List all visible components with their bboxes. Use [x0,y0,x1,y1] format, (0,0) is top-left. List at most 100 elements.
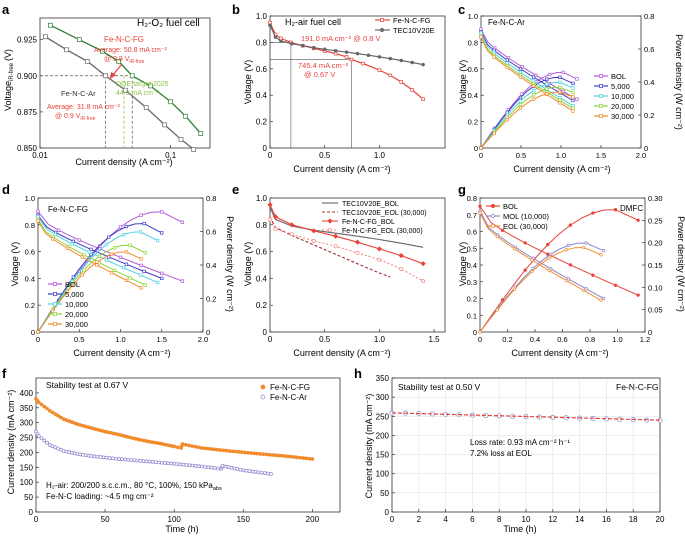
panel-b-point [410,88,414,92]
panel-f-point [209,465,214,470]
panel-b-point [333,48,338,53]
panel-e-ytick-label: 0.8 [256,221,268,230]
panel-g-point [613,283,618,287]
panel-g-point [549,252,553,256]
panel-h-ytick-label: 150 [376,451,390,460]
panel-f-point [236,449,241,454]
panel-f-point [212,466,217,470]
panel-a-arrow-head [110,72,116,79]
panel-f-point [252,451,256,456]
panel-d-point [97,254,101,258]
panel-c-y2tick-label: 0.6 [644,45,654,54]
panel-g-legend-marker [491,214,495,218]
panel-e-point [268,217,272,222]
panel-d-legend-label: 10,000 [65,300,88,309]
panel-g-point [584,241,588,245]
panel-a-ytick-label: 0.900 [17,72,38,81]
panel-f-point [47,408,52,413]
panel-c-legend-label: 30,000 [611,112,634,121]
panel-d-point [118,225,123,229]
panel-g-point [523,241,527,245]
panel-f-point [39,402,44,407]
panel-f-point [138,458,143,463]
panel-b-title: H₂-air fuel cell [285,17,341,27]
panel-d-point [128,276,132,280]
panel-g-ytick-label: 0.4 [467,261,477,270]
panel-a-point [129,73,135,79]
panel-f-note-1: H₂-air: 200/200 s.c.c.m., 80 °C, 100%, 1… [46,481,222,492]
panel-c-point [479,146,483,150]
panel-e-ytick-label: 0.6 [256,248,268,257]
panel-a-ann-ar-2-text: @ 0.9 V [55,113,81,120]
panel-d-point [51,237,55,241]
panel-c-point [505,61,509,65]
panel-c-y2tick-label: 0.4 [644,78,654,87]
panel-f-legend-label: Fe-N-C-Ar [270,393,307,402]
panel-g-point [564,278,569,283]
panel-b-ann-2b: @ 0.67 V [304,70,335,79]
panel-b-point [377,55,382,59]
panel-f-point [229,465,234,470]
panel-f-point [144,459,149,464]
panel-b-legend-marker [380,18,384,22]
panel-d-power-4 [37,251,142,333]
panel-b-point [399,58,404,63]
panel-f-ytick-label: 0 [29,508,34,517]
panel-c-legend-marker [599,74,603,78]
panel-g-point [531,266,535,271]
panel-e-point [333,233,339,239]
panel-c-ytick-label: 0.8 [468,38,478,47]
panel-f-point [246,450,250,455]
panel-d-y2tick-label: 0.4 [206,261,216,270]
panel-f-point [203,446,207,451]
panel-a-ylabel-sub: iR-free [9,62,15,81]
panel-g-xlabel: Current density (A cm⁻²) [511,348,608,358]
panel-e-point [267,202,273,208]
panel-f-point [104,455,109,460]
panel-d-point [112,245,117,250]
svg-text:VoltageiR-free(V): VoltageiR-free(V) [3,49,15,111]
panel-g-point [530,269,534,274]
panel-f-point [153,460,158,465]
panel-g-point [584,287,588,291]
panel-f-point [206,465,211,470]
panel-c-point [531,88,536,93]
panel-e-legend-label: TEC10V20E_BOL [342,201,399,208]
panel-c-legend-marker [599,104,603,108]
panel-b-point [355,51,360,56]
panel-a-point [148,83,153,89]
panel-letter-h: h [354,366,362,381]
panel-f-point [196,445,201,450]
panel-e-frame [269,197,446,333]
panel-e-xtick-label: 0 [268,335,273,344]
panel-f-ytick-label: 250 [20,434,34,443]
panel-e-point [421,279,426,284]
panel-c-voltage-4 [480,36,574,112]
panel-a-ann-fg-sub: iR-free [129,59,144,65]
panel-a-point [99,48,105,54]
panel-g-voltage-0 [479,206,639,296]
panel-b-point [377,68,382,72]
panel-c-xtick-label: 2.0 [636,151,646,160]
panel-g-power-2 [479,246,602,333]
panel-c-point [575,97,579,101]
panel-g-xtick-label: 0.4 [530,335,540,344]
panel-a-ylabel: VoltageiR-free(V) [3,49,15,111]
panel-b-point [388,56,393,61]
panel-f-point [183,442,188,447]
panel-a-ann-fg-2-text: @ 0.9 V [104,56,130,63]
panel-d-point [71,275,76,279]
panel-f-ytick-label: 50 [24,493,33,502]
panel-b-plot: 0 0.5 1.0 0 0.2 0.4 0.6 0.8 1.0 Fe-N-C-FGTEC10V20… [256,12,446,160]
panel-c-point [558,90,562,94]
panel-f-point [187,463,192,468]
panel-d-point [51,309,55,313]
panel-c-point [547,72,552,77]
panel-d-point [95,260,99,264]
panel-d-voltage-3 [37,219,146,286]
panel-f-point [199,446,204,450]
panel-d-point [65,289,70,294]
panel-b-legend-marker [380,28,384,32]
panel-f-point [89,454,94,458]
panel-c-point [571,95,575,99]
